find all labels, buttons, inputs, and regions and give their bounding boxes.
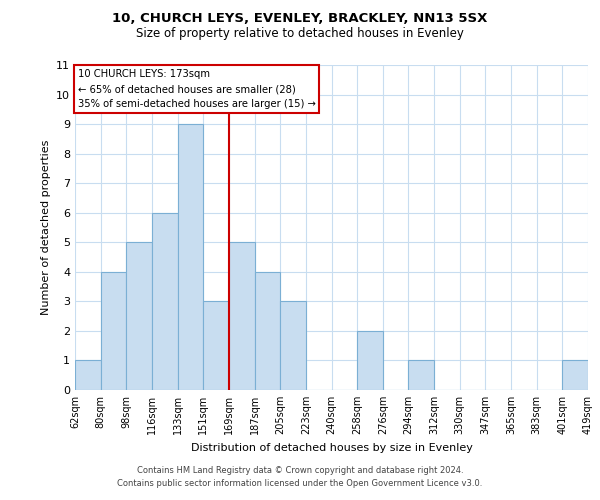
Text: Contains HM Land Registry data © Crown copyright and database right 2024.
Contai: Contains HM Land Registry data © Crown c… <box>118 466 482 487</box>
Bar <box>254 272 280 390</box>
Bar <box>562 360 588 390</box>
Text: Size of property relative to detached houses in Evenley: Size of property relative to detached ho… <box>136 28 464 40</box>
Bar <box>127 242 152 390</box>
Bar <box>101 272 127 390</box>
Bar <box>203 302 229 390</box>
Bar <box>75 360 101 390</box>
Bar <box>357 331 383 390</box>
Bar <box>280 302 306 390</box>
Bar <box>178 124 203 390</box>
Text: 10 CHURCH LEYS: 173sqm
← 65% of detached houses are smaller (28)
35% of semi-det: 10 CHURCH LEYS: 173sqm ← 65% of detached… <box>77 70 316 109</box>
Bar <box>229 242 254 390</box>
X-axis label: Distribution of detached houses by size in Evenley: Distribution of detached houses by size … <box>191 442 472 452</box>
Text: 10, CHURCH LEYS, EVENLEY, BRACKLEY, NN13 5SX: 10, CHURCH LEYS, EVENLEY, BRACKLEY, NN13… <box>112 12 488 26</box>
Y-axis label: Number of detached properties: Number of detached properties <box>41 140 50 315</box>
Bar <box>152 212 178 390</box>
Bar <box>409 360 434 390</box>
